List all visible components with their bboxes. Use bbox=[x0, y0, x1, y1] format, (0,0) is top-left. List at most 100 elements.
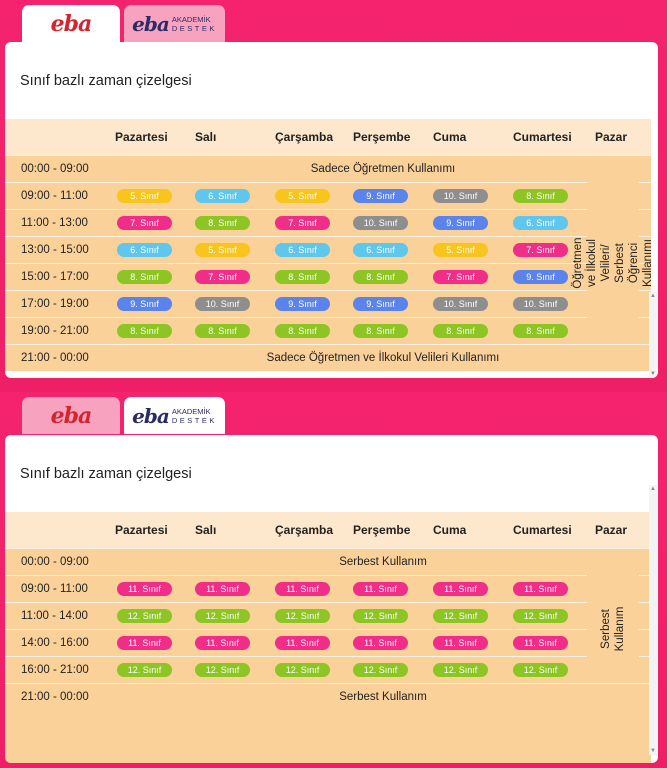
eba-tab[interactable]: eba bbox=[22, 5, 120, 42]
class-pill: 12. Sınıf bbox=[275, 663, 330, 677]
table-row: 13:00 - 15:00 6. Sınıf 5. Sınıf 6. Sınıf 6. … bbox=[5, 236, 651, 263]
akademik-destek-tab[interactable]: eba AKADEMİK DESTEK bbox=[124, 5, 225, 42]
class-pill: 11. Sınıf bbox=[513, 636, 568, 650]
table-row: 11:00 - 13:00 7. Sınıf 8. Sınıf 7. Sınıf 10.… bbox=[5, 209, 651, 236]
class-pill: 10. Sınıf bbox=[513, 297, 568, 311]
class-pill: 8. Sınıf bbox=[275, 270, 330, 284]
table-row: 16:00 - 21:00 12. Sınıf 12. Sınıf 12. Sınıf… bbox=[5, 656, 651, 683]
time-label: 21:00 - 00:00 bbox=[21, 691, 89, 703]
scroll-down-icon[interactable]: ▼ bbox=[650, 748, 656, 754]
class-pill: 7. Sınıf bbox=[433, 270, 488, 284]
pazar-note: Öğretmen ve İlkokul Velileri/ Serbest Öğ… bbox=[572, 182, 654, 344]
class-pill: 12. Sınıf bbox=[195, 609, 250, 623]
card-title: Sınıf bazlı zaman çizelgesi bbox=[20, 73, 192, 89]
time-label: 16:00 - 21:00 bbox=[21, 664, 89, 676]
span-text: Sadece Öğretmen Kullanımı bbox=[310, 163, 456, 175]
table-row-bottom: 21:00 - 00:00 Serbest Kullanım bbox=[5, 683, 651, 710]
day-header: Çarşamba bbox=[275, 130, 334, 144]
scrollbar[interactable]: ▲ ▼ bbox=[649, 292, 657, 378]
table-row: 11:00 - 14:00 12. Sınıf 12. Sınıf 12. Sınıf… bbox=[5, 602, 651, 629]
schedule-table: Pazartesi Salı Çarşamba Perşembe Cuma Cumarte… bbox=[5, 512, 651, 763]
class-pill: 8. Sınıf bbox=[195, 324, 250, 338]
span-text: Sadece Öğretmen ve İlkokul Velileri Kull… bbox=[266, 352, 500, 364]
class-pill: 8. Sınıf bbox=[433, 324, 488, 338]
class-pill: 6. Sınıf bbox=[195, 189, 250, 203]
class-pill: 8. Sınıf bbox=[513, 324, 568, 338]
class-pill: 11. Sınıf bbox=[117, 582, 172, 596]
class-pill: 9. Sınıf bbox=[353, 189, 408, 203]
class-pill: 11. Sınıf bbox=[353, 636, 408, 650]
akademik-destek-tab[interactable]: eba AKADEMİK DESTEK bbox=[124, 397, 225, 434]
class-pill: 12. Sınıf bbox=[513, 663, 568, 677]
akademik-destek-logo: eba AKADEMİK DESTEK bbox=[132, 11, 217, 36]
eba-tab[interactable]: eba bbox=[22, 397, 120, 434]
class-pill: 8. Sınıf bbox=[275, 324, 330, 338]
class-pill: 9. Sınıf bbox=[117, 297, 172, 311]
schedule-panel-secondary: eba eba AKADEMİK DESTEK Sınıf bazlı zaman… bbox=[0, 392, 667, 768]
scrollbar[interactable]: ▲ ▼ bbox=[649, 485, 657, 755]
scroll-up-icon[interactable]: ▲ bbox=[650, 293, 656, 299]
class-pill: 12. Sınıf bbox=[353, 663, 408, 677]
eba-logo: eba bbox=[50, 10, 93, 37]
span-text: Serbest Kullanım bbox=[339, 556, 427, 568]
scroll-down-icon[interactable]: ▼ bbox=[650, 371, 656, 377]
class-pill: 7. Sınıf bbox=[513, 243, 568, 257]
pazar-note: Serbest Kullanım bbox=[587, 575, 639, 683]
time-label: 15:00 - 17:00 bbox=[21, 271, 89, 283]
class-pill: 10. Sınıf bbox=[195, 297, 250, 311]
table-row: 19:00 - 21:00 8. Sınıf 8. Sınıf 8. Sınıf 8. … bbox=[5, 317, 651, 344]
schedule-table: Pazartesi Salı Çarşamba Perşembe Cuma Cumarte… bbox=[5, 119, 654, 371]
table-header: Pazartesi Salı Çarşamba Perşembe Cuma Cumarte… bbox=[5, 512, 651, 548]
schedule-card: Sınıf bazlı zaman çizelgesi Pazartesi Sal… bbox=[5, 435, 658, 763]
class-pill: 5. Sınıf bbox=[433, 243, 488, 257]
time-label: 00:00 - 09:00 bbox=[21, 556, 89, 568]
day-header: Perşembe bbox=[353, 130, 411, 144]
class-pill: 7. Sınıf bbox=[275, 216, 330, 230]
table-row: 14:00 - 16:00 11. Sınıf 11. Sınıf 11. Sınıf… bbox=[5, 629, 651, 656]
span-text: Serbest Kullanım bbox=[339, 691, 427, 703]
class-pill: 11. Sınıf bbox=[117, 636, 172, 650]
table-row-bottom: 21:00 - 00:00 Sadece Öğretmen ve İlkokul… bbox=[5, 344, 651, 371]
day-header: Pazar bbox=[595, 130, 628, 144]
class-pill: 11. Sınıf bbox=[353, 582, 408, 596]
day-header: Çarşamba bbox=[275, 523, 334, 537]
class-pill: 11. Sınıf bbox=[513, 582, 568, 596]
time-label: 09:00 - 11:00 bbox=[21, 583, 88, 595]
time-label: 00:00 - 09:00 bbox=[21, 163, 89, 175]
table-row-top: 00:00 - 09:00 Serbest Kullanım bbox=[5, 548, 651, 575]
class-pill: 9. Sınıf bbox=[275, 297, 330, 311]
class-pill: 8. Sınıf bbox=[117, 324, 172, 338]
table-header: Pazartesi Salı Çarşamba Perşembe Cuma Cumarte… bbox=[5, 119, 651, 155]
class-pill: 12. Sınıf bbox=[117, 663, 172, 677]
day-header: Perşembe bbox=[353, 523, 411, 537]
class-pill: 9. Sınıf bbox=[353, 297, 408, 311]
time-label: 14:00 - 16:00 bbox=[21, 637, 89, 649]
day-header: Cumartesi bbox=[513, 130, 572, 144]
class-pill: 8. Sınıf bbox=[117, 270, 172, 284]
time-label: 09:00 - 11:00 bbox=[21, 190, 88, 202]
class-pill: 12. Sınıf bbox=[275, 609, 330, 623]
day-header: Cumartesi bbox=[513, 523, 572, 537]
class-pill: 11. Sınıf bbox=[433, 582, 488, 596]
class-pill: 12. Sınıf bbox=[433, 663, 488, 677]
day-header: Cuma bbox=[433, 523, 467, 537]
class-pill: 6. Sınıf bbox=[513, 216, 568, 230]
class-pill: 11. Sınıf bbox=[195, 636, 250, 650]
scroll-up-icon[interactable]: ▲ bbox=[650, 486, 656, 492]
time-label: 21:00 - 00:00 bbox=[21, 352, 89, 364]
class-pill: 7. Sınıf bbox=[117, 216, 172, 230]
table-row: 15:00 - 17:00 8. Sınıf 7. Sınıf 8. Sınıf 8. … bbox=[5, 263, 651, 290]
class-pill: 8. Sınıf bbox=[195, 216, 250, 230]
class-pill: 5. Sınıf bbox=[117, 189, 172, 203]
day-header: Pazar bbox=[595, 523, 628, 537]
day-header: Salı bbox=[195, 130, 217, 144]
class-pill: 6. Sınıf bbox=[117, 243, 172, 257]
table-row: 09:00 - 11:00 5. Sınıf 6. Sınıf 5. Sınıf 9. … bbox=[5, 182, 651, 209]
class-pill: 11. Sınıf bbox=[275, 582, 330, 596]
schedule-card: Sınıf bazlı zaman çizelgesi Pazartesi Sal… bbox=[5, 42, 658, 378]
class-rows: 09:00 - 11:00 5. Sınıf 6. Sınıf 5. Sınıf 9. … bbox=[5, 182, 651, 344]
class-rows: 09:00 - 11:00 11. Sınıf 11. Sınıf 11. Sınıf… bbox=[5, 575, 651, 683]
class-pill: 9. Sınıf bbox=[513, 270, 568, 284]
table-row: 09:00 - 11:00 11. Sınıf 11. Sınıf 11. Sınıf… bbox=[5, 575, 651, 602]
time-label: 17:00 - 19:00 bbox=[21, 298, 89, 310]
